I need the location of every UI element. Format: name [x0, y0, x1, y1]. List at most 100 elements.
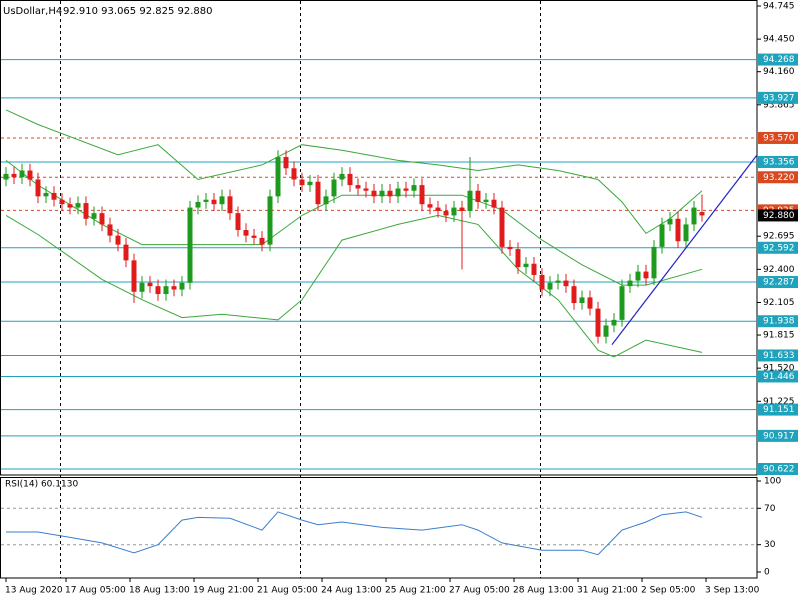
candle-body: [635, 271, 641, 281]
last-price-box: [758, 209, 798, 222]
y-tick-label: 92.695: [763, 232, 795, 242]
x-tick-label: 21 Aug 05:00: [257, 586, 318, 596]
candle-body: [595, 308, 601, 337]
candle-body: [475, 190, 481, 202]
level-line-box: [758, 349, 798, 362]
candle-body: [259, 237, 265, 245]
trendline: [611, 154, 758, 345]
candle-body: [443, 210, 449, 216]
candle-body: [123, 244, 129, 261]
candle-body: [323, 196, 329, 205]
level-line-label: 93.927: [763, 93, 795, 103]
rsi-tick-label: 70: [764, 504, 776, 514]
candle-body: [427, 204, 433, 208]
candle-body: [107, 224, 113, 236]
candle-body: [275, 157, 281, 197]
candle-body: [395, 188, 401, 197]
level-line-box: [758, 241, 798, 254]
candle-body: [387, 190, 393, 197]
candle-body: [651, 246, 657, 279]
candle-body: [139, 282, 145, 292]
candle-body: [379, 190, 385, 197]
candle-body: [579, 297, 585, 304]
candle-body: [171, 286, 177, 290]
level-line-label: 91.151: [763, 405, 795, 415]
x-tick-label: 31 Aug 21:00: [577, 586, 638, 596]
candle-body: [371, 190, 377, 197]
candle-body: [355, 185, 361, 189]
candle-body: [27, 170, 33, 180]
candle-body: [3, 173, 9, 180]
candle-body: [11, 173, 17, 178]
level-line-label: 91.938: [763, 317, 795, 327]
candle-body: [403, 188, 409, 191]
candle-body: [19, 170, 25, 178]
candle-body: [483, 199, 489, 202]
y-tick-label: 92.105: [763, 298, 795, 308]
candle-body: [315, 181, 321, 205]
dashed-level-box: [758, 131, 798, 144]
candle-body: [659, 224, 665, 247]
x-tick-label: 28 Aug 13:00: [513, 586, 574, 596]
candle-body: [587, 297, 593, 309]
x-tick-label: 19 Aug 21:00: [193, 586, 254, 596]
candle-body: [491, 199, 497, 208]
candle-body: [691, 207, 697, 225]
candle-body: [515, 249, 521, 268]
candle-body: [155, 286, 161, 295]
level-line-box: [758, 403, 798, 416]
candle-body: [699, 212, 705, 216]
candle-body: [115, 235, 121, 245]
candle-body: [267, 196, 273, 245]
candle-body: [67, 204, 73, 208]
candle-body: [83, 203, 89, 219]
candle-body: [243, 230, 249, 236]
candle-body: [43, 192, 49, 197]
candle-body: [643, 271, 649, 279]
x-tick-label: 25 Aug 21:00: [385, 586, 446, 596]
band-upper: [5, 109, 703, 235]
level-line-box: [758, 53, 798, 66]
candle-body: [195, 201, 201, 208]
y-tick-label: 91.815: [763, 331, 795, 341]
level-line-label: 90.622: [763, 465, 795, 475]
candle-body: [603, 325, 609, 337]
candle-body: [419, 185, 425, 205]
rsi-panel: [0, 477, 758, 579]
candle-body: [667, 218, 673, 225]
candle-body: [51, 192, 57, 200]
candle-body: [91, 213, 97, 219]
y-tick-label: 94.160: [763, 67, 795, 77]
level-line-label: 91.446: [763, 372, 795, 382]
candle-body: [219, 196, 225, 205]
level-line-label: 91.633: [763, 351, 795, 361]
rsi-tick-label: 100: [764, 477, 781, 487]
candle-body: [211, 199, 217, 205]
candle-body: [435, 207, 441, 211]
level-line-box: [758, 315, 798, 328]
x-tick-label: 13 Aug 2020: [5, 586, 63, 596]
band-middle: [5, 160, 703, 286]
candle-body: [555, 280, 561, 283]
candle-body: [627, 280, 633, 287]
candle-body: [675, 218, 681, 242]
rsi-tick-label: 30: [764, 540, 776, 550]
candle-body: [203, 199, 209, 202]
rsi-line: [6, 511, 703, 556]
candle-body: [611, 319, 617, 326]
x-tick-label: 17 Aug 05:00: [65, 586, 126, 596]
y-tick-label: 94.450: [763, 35, 795, 45]
candle-body: [523, 263, 529, 268]
candle-body: [299, 179, 305, 186]
dashed-level-label: 93.220: [763, 173, 795, 183]
candle-body: [683, 224, 689, 242]
level-line-box: [758, 370, 798, 383]
candle-body: [75, 203, 81, 208]
x-tick-label: 18 Aug 13:00: [129, 586, 190, 596]
y-tick-label: 91.520: [763, 364, 795, 374]
rsi-tick-label: 0: [764, 568, 770, 578]
candle-body: [187, 207, 193, 283]
